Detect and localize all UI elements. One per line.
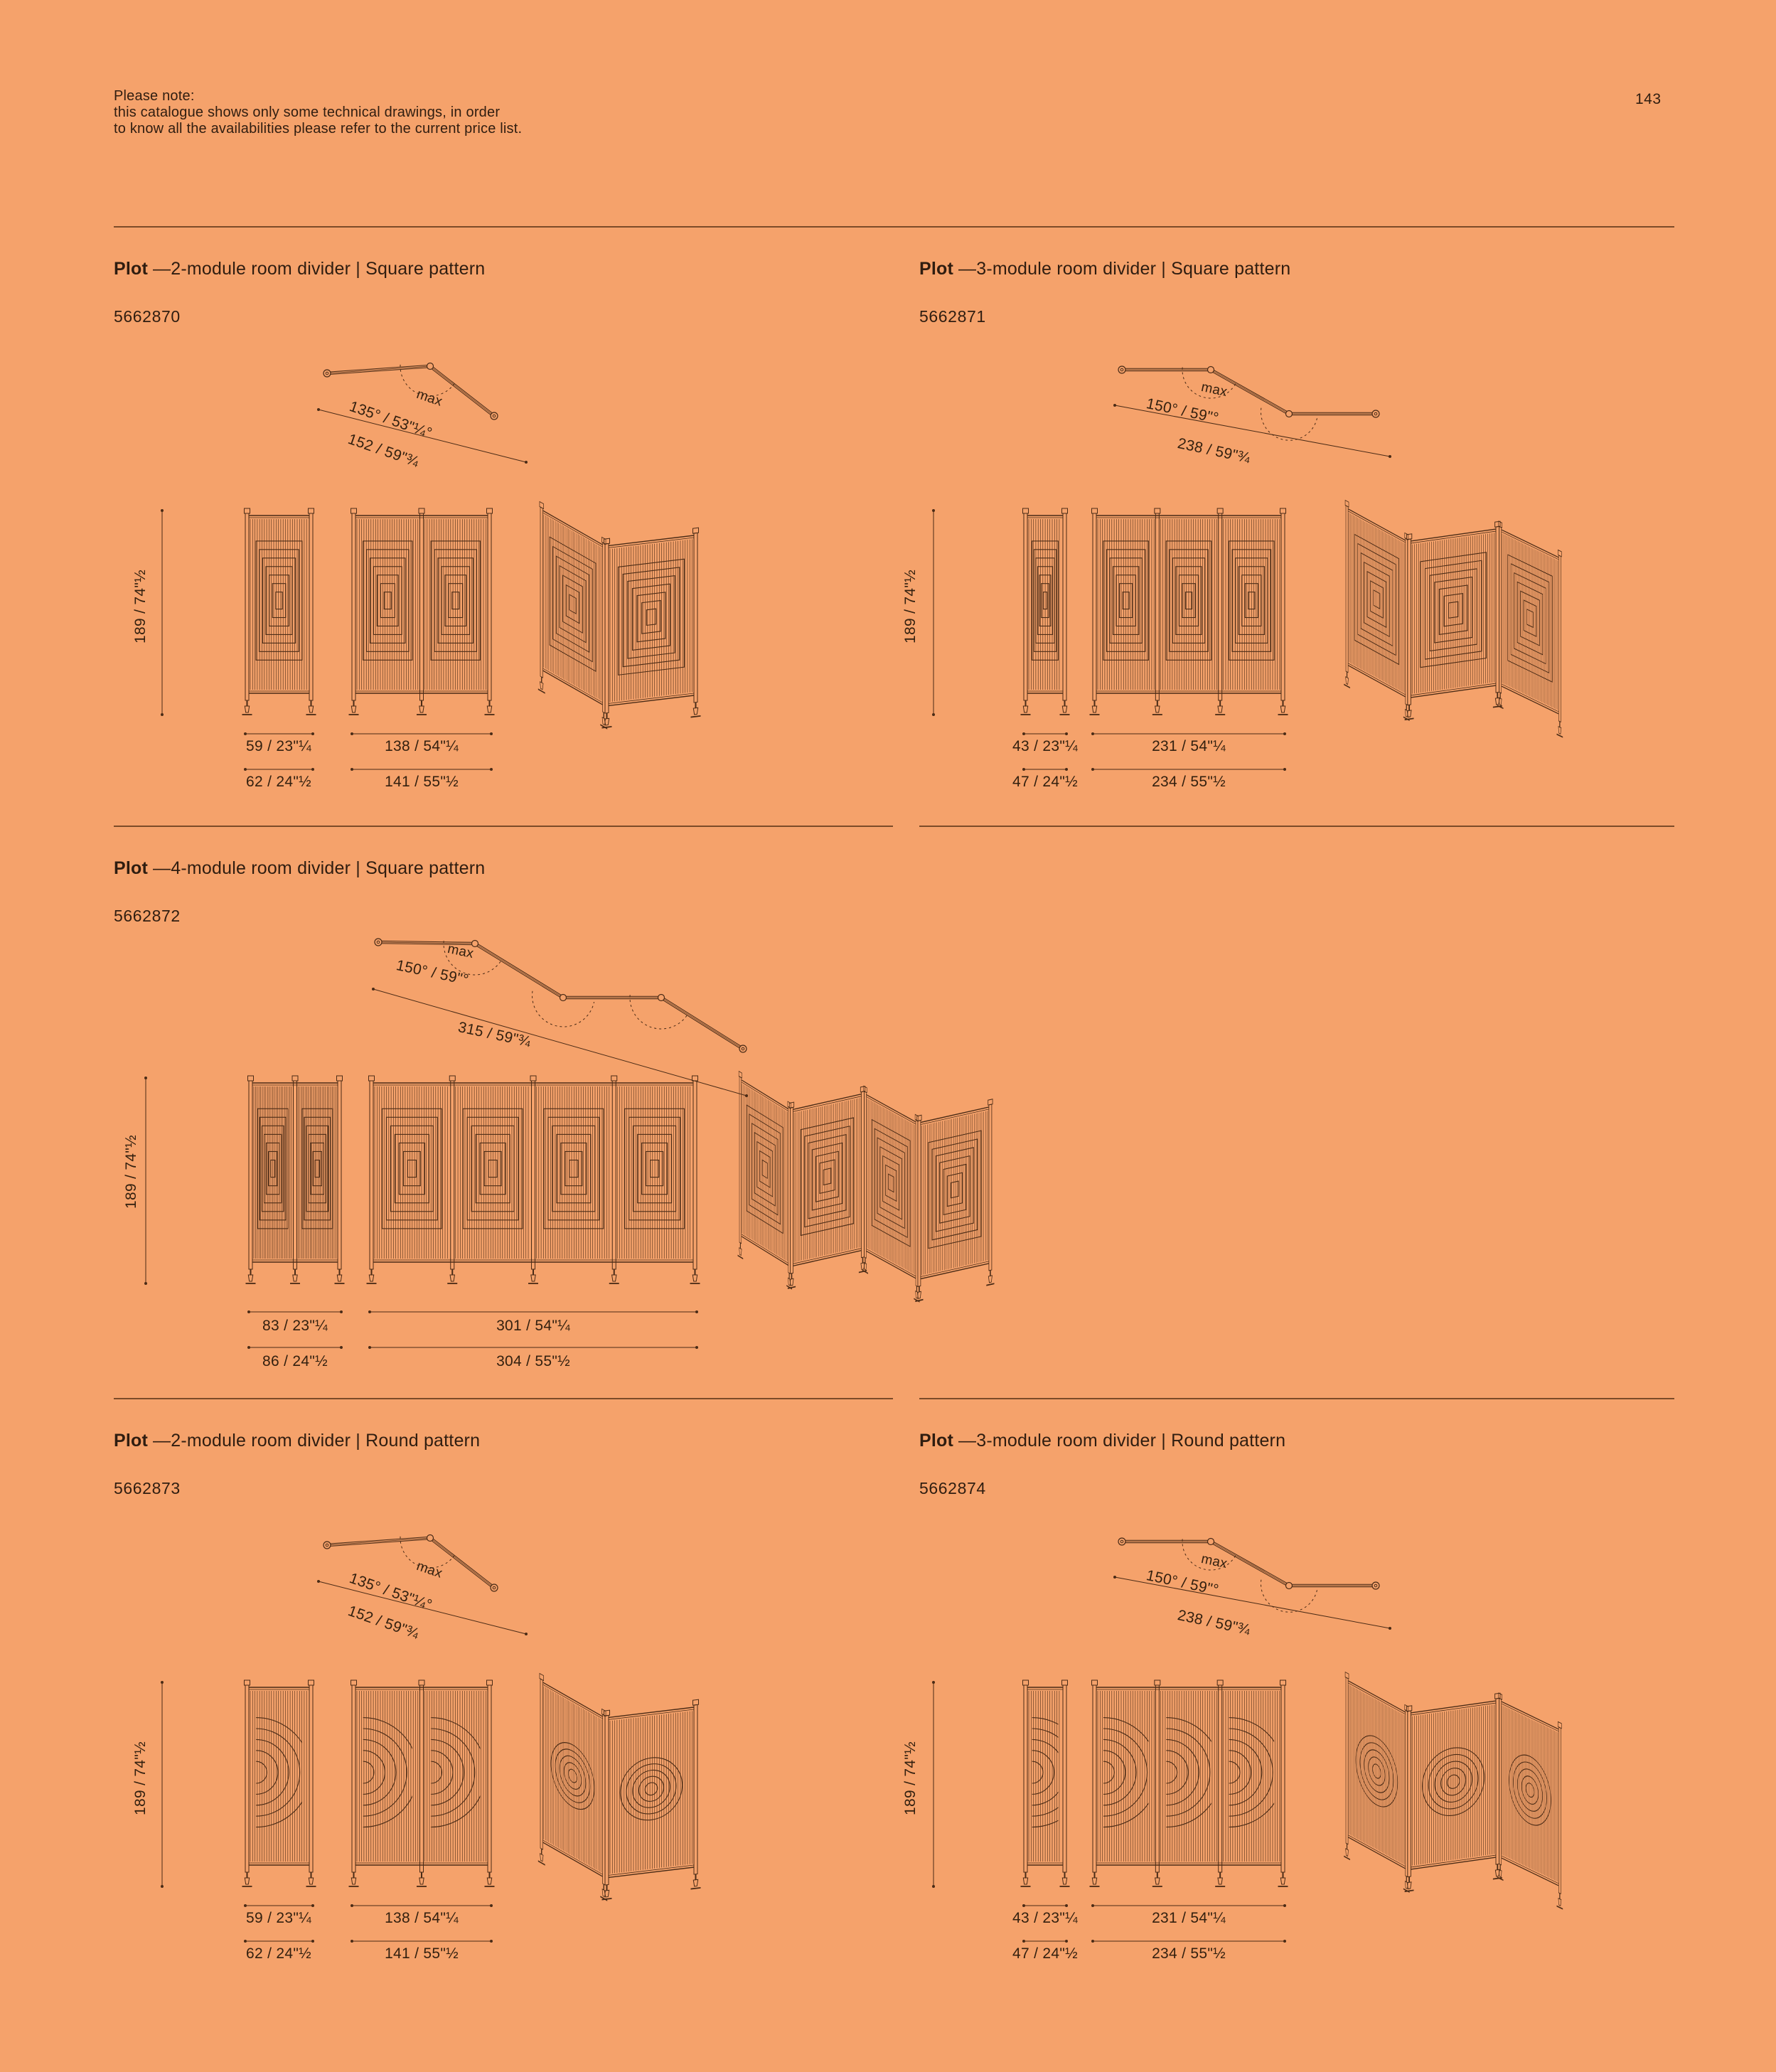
total-width-dimension: 234 / 55"½ bbox=[1152, 1945, 1226, 1962]
section-title: —3-module room divider | Round pattern bbox=[958, 1431, 1286, 1451]
product-code: 5662871 bbox=[919, 307, 986, 326]
product-name: Plot bbox=[114, 858, 149, 878]
top-rule bbox=[114, 226, 1674, 228]
technical-drawing bbox=[919, 498, 1701, 782]
technical-drawing bbox=[128, 1670, 910, 1954]
module-width-dimension: 43 / 23"¼ bbox=[1012, 1910, 1078, 1926]
divider-rule bbox=[919, 826, 1674, 827]
top-view-drawing bbox=[1111, 334, 1424, 484]
note-line: Please note: bbox=[114, 88, 195, 104]
section-2module-round: Plot —2-module room divider | Round patte… bbox=[114, 1399, 893, 2072]
section-header: Plot —3-module room divider | Square patt… bbox=[919, 259, 1290, 279]
total-width-dimension: 231 / 54"¼ bbox=[1152, 738, 1226, 754]
divider-rule bbox=[114, 1398, 893, 1399]
module-width-dimension: 43 / 23"¼ bbox=[1012, 738, 1078, 754]
section-2module-square: Plot —2-module room divider | Square patt… bbox=[114, 228, 893, 827]
top-view-drawing bbox=[370, 919, 768, 1111]
total-width-dimension: 234 / 55"½ bbox=[1152, 774, 1226, 790]
height-dimension: 189 / 74"½ bbox=[902, 570, 919, 644]
technical-drawing bbox=[919, 1670, 1701, 1954]
divider-rule bbox=[919, 1398, 1674, 1399]
note-line: to know all the availabilities please re… bbox=[114, 121, 523, 137]
product-name: Plot bbox=[919, 1431, 954, 1451]
section-header: Plot —4-module room divider | Square patt… bbox=[114, 858, 485, 879]
height-dimension: 189 / 74"½ bbox=[902, 1741, 919, 1815]
section-3module-round: Plot —3-module room divider | Round patte… bbox=[902, 1399, 1674, 2072]
product-code: 5662874 bbox=[919, 1479, 986, 1497]
total-width-dimension: 231 / 54"¼ bbox=[1152, 1910, 1226, 1926]
section-header: Plot —3-module room divider | Round patte… bbox=[919, 1431, 1285, 1451]
top-view-drawing bbox=[1111, 1506, 1424, 1655]
note-block: Please note: this catalogue shows only s… bbox=[114, 88, 522, 137]
section-title: —2-module room divider | Round pattern bbox=[153, 1431, 481, 1451]
product-name: Plot bbox=[114, 259, 149, 279]
section-title: —3-module room divider | Square pattern bbox=[958, 259, 1291, 279]
section-header: Plot —2-module room divider | Square patt… bbox=[114, 259, 485, 279]
page-number: 143 bbox=[1635, 91, 1662, 107]
total-width-dimension: 304 / 55"½ bbox=[496, 1353, 570, 1369]
product-name: Plot bbox=[114, 1431, 149, 1451]
note-line: this catalogue shows only some technical… bbox=[114, 105, 501, 120]
module-width-dimension: 86 / 24"½ bbox=[262, 1353, 328, 1369]
technical-drawing bbox=[128, 498, 910, 782]
module-width-dimension: 62 / 24"½ bbox=[246, 774, 311, 790]
top-view-drawing bbox=[313, 1513, 547, 1655]
product-name: Plot bbox=[919, 259, 954, 279]
module-width-dimension: 83 / 23"¼ bbox=[262, 1318, 328, 1334]
total-width-dimension: 141 / 55"½ bbox=[385, 774, 459, 790]
section-3module-square: Plot —3-module room divider | Square patt… bbox=[902, 228, 1674, 827]
module-width-dimension: 47 / 24"½ bbox=[1012, 774, 1078, 790]
top-view-drawing bbox=[313, 341, 547, 484]
divider-rule bbox=[114, 826, 893, 827]
product-code: 5662870 bbox=[114, 307, 181, 326]
module-width-dimension: 59 / 23"¼ bbox=[246, 1910, 311, 1926]
technical-drawing bbox=[128, 1062, 1152, 1360]
module-width-dimension: 47 / 24"½ bbox=[1012, 1945, 1078, 1962]
module-width-dimension: 59 / 23"¼ bbox=[246, 738, 311, 754]
product-code: 5662872 bbox=[114, 907, 181, 925]
section-header: Plot —2-module room divider | Round patte… bbox=[114, 1431, 480, 1451]
section-title: —2-module room divider | Square pattern bbox=[153, 259, 486, 279]
total-width-dimension: 138 / 54"¼ bbox=[385, 1910, 459, 1926]
section-title: —4-module room divider | Square pattern bbox=[153, 858, 486, 878]
product-code: 5662873 bbox=[114, 1479, 181, 1497]
total-width-dimension: 301 / 54"¼ bbox=[496, 1318, 570, 1334]
module-width-dimension: 62 / 24"½ bbox=[246, 1945, 311, 1962]
section-4module-square: Plot —4-module room divider | Square patt… bbox=[114, 827, 1674, 1399]
total-width-dimension: 141 / 55"½ bbox=[385, 1945, 459, 1962]
total-width-dimension: 138 / 54"¼ bbox=[385, 738, 459, 754]
